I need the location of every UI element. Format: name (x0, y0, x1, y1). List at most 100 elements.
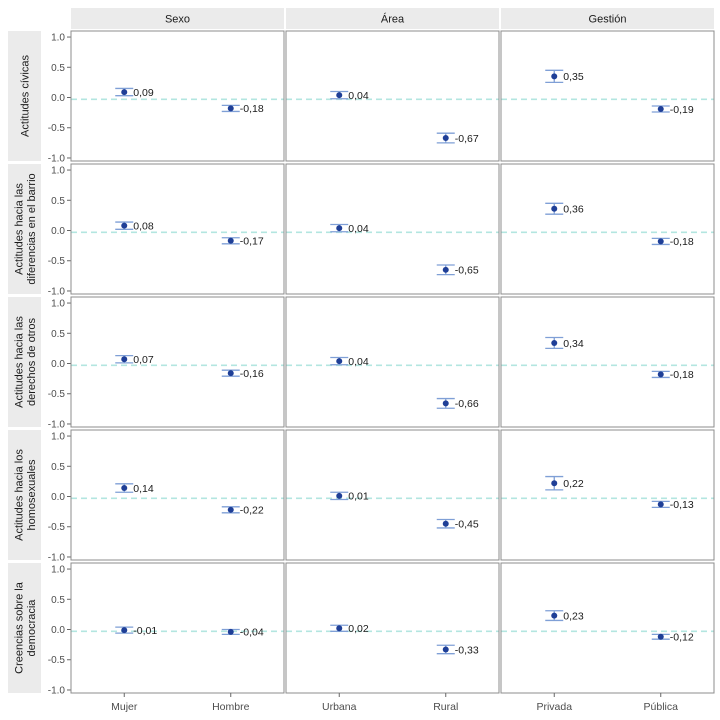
data-label: 0,01 (348, 491, 369, 503)
data-point (227, 628, 234, 635)
data-label: 0,04 (348, 356, 369, 368)
panel-border (70, 562, 285, 694)
data-label: -0,04 (240, 627, 264, 639)
row-strip-label: Creencias sobre la (13, 581, 25, 674)
y-tick-label: 1.0 (51, 432, 65, 443)
x-tick-label: Rural (433, 701, 458, 713)
panel-border (285, 163, 500, 295)
data-label: -0,01 (133, 625, 157, 637)
data-label: -0,33 (455, 644, 479, 656)
panel-background (71, 164, 284, 294)
y-tick-label: 0.0 (51, 93, 65, 104)
y-tick-label: 0.0 (51, 625, 65, 636)
y-tick-label: -1.0 (48, 286, 66, 297)
panel-border (70, 163, 285, 295)
row-strip-label: derechos de otros (26, 317, 38, 406)
data-point (227, 370, 234, 377)
data-point (442, 135, 449, 142)
row-strip (8, 563, 41, 693)
data-label: 0,34 (563, 338, 584, 350)
data-label: 0,09 (133, 87, 154, 99)
y-tick-label: -0.5 (48, 256, 66, 267)
data-point (336, 492, 343, 499)
data-label: 0,04 (348, 223, 369, 235)
y-tick-label: 0.5 (51, 462, 65, 473)
y-tick-label: 0.5 (51, 329, 65, 340)
data-point (551, 205, 558, 212)
data-point (336, 92, 343, 99)
y-tick-label: -0.5 (48, 389, 66, 400)
panel-background (286, 563, 499, 693)
data-point (121, 222, 128, 229)
panel-background (286, 297, 499, 427)
column-strip-label: Sexo (165, 14, 190, 26)
panel-background (501, 297, 714, 427)
data-label: -0,18 (240, 103, 264, 115)
data-label: -0,19 (670, 104, 694, 116)
data-point (336, 358, 343, 365)
data-point (336, 625, 343, 632)
y-tick-label: 0.5 (51, 63, 65, 74)
row-strip-label: Actitudes cívicas (20, 55, 32, 137)
panel-border (285, 30, 500, 162)
data-label: 0,36 (563, 204, 584, 216)
panel-border (500, 163, 715, 295)
data-label: 0,35 (563, 71, 584, 83)
row-strip (8, 297, 41, 427)
column-strip-label: Gestión (589, 14, 627, 26)
panel-background (286, 164, 499, 294)
x-tick-label: Pública (644, 701, 679, 713)
y-tick-label: 0.0 (51, 492, 65, 503)
y-tick-label: 0.0 (51, 226, 65, 237)
y-tick-label: -1.0 (48, 552, 66, 563)
panel-border (70, 429, 285, 561)
panel-border (285, 429, 500, 561)
panel-border (70, 30, 285, 162)
data-point (121, 356, 128, 363)
column-strip (286, 8, 499, 29)
data-point (442, 400, 449, 407)
data-label: -0,18 (670, 369, 694, 381)
panel-background (501, 31, 714, 161)
data-label: -0,12 (670, 632, 694, 644)
data-label: 0,04 (348, 90, 369, 102)
row-strip-label: diferencias en el barrio (26, 173, 38, 284)
data-point (336, 225, 343, 232)
data-point (657, 106, 664, 112)
panel-background (286, 430, 499, 560)
data-label: -0,22 (240, 505, 264, 517)
panel-border (500, 296, 715, 428)
panel-background (501, 430, 714, 560)
data-label: -0,17 (240, 236, 264, 248)
data-label: -0,16 (240, 368, 264, 380)
panel-border (285, 296, 500, 428)
panel-background (501, 164, 714, 294)
data-label: -0,65 (455, 265, 479, 277)
panel-background (71, 31, 284, 161)
data-point (442, 266, 449, 273)
column-strip-label: Área (381, 13, 405, 26)
y-tick-label: -1.0 (48, 685, 66, 696)
row-strip-label: Actitudes hacia los (13, 449, 25, 541)
row-strip-label: democracia (26, 599, 38, 657)
data-label: -0,67 (455, 133, 479, 145)
data-point (657, 633, 664, 640)
row-strip (8, 164, 41, 294)
data-point (551, 480, 558, 487)
row-strip (8, 430, 41, 560)
data-point (551, 612, 558, 619)
data-point (657, 371, 664, 378)
data-point (551, 339, 558, 346)
y-tick-label: 0.5 (51, 595, 65, 606)
y-tick-label: -0.5 (48, 655, 66, 666)
panel-border (70, 296, 285, 428)
data-label: 0,08 (133, 220, 154, 232)
y-tick-label: -0.5 (48, 123, 66, 134)
y-tick-label: 1.0 (51, 299, 65, 310)
column-strip (71, 8, 284, 29)
panel-background (501, 563, 714, 693)
data-label: -0,13 (670, 499, 694, 511)
data-point (657, 501, 664, 508)
y-tick-label: -1.0 (48, 419, 66, 430)
panel-background (71, 563, 284, 693)
